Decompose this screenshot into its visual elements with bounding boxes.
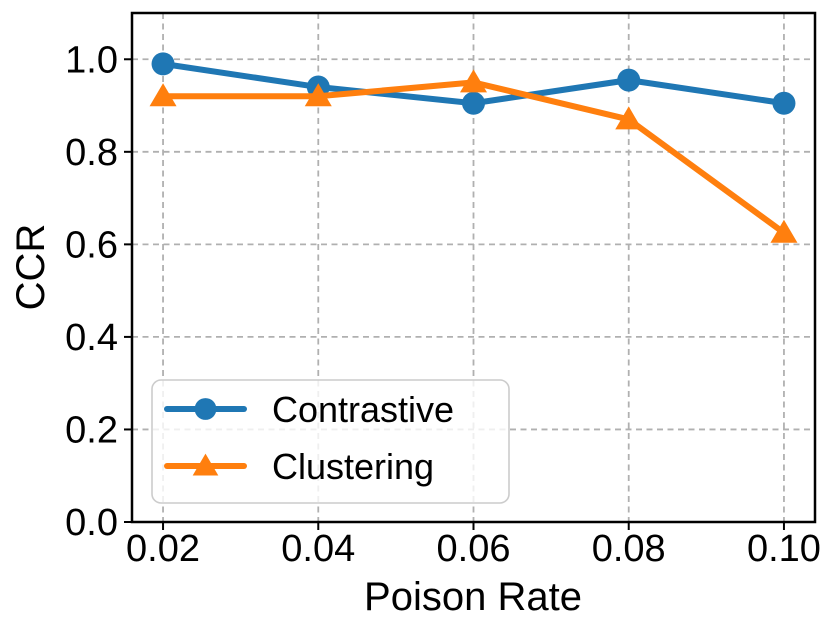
data-point-clustering-4 (770, 219, 798, 243)
y-tick-label: 0.6 (65, 224, 118, 266)
data-point-contrastive-2 (462, 91, 485, 115)
legend-marker-contrastive (194, 398, 217, 420)
data-point-clustering-2 (460, 69, 487, 93)
data-point-contrastive-0 (151, 52, 175, 76)
y-axis-label: CCR (9, 224, 53, 311)
tick-layer: 0.02 0.04 0.06 0.08 0.10 0.0 0.2 0.4 0.6 0.8 1.0 (65, 39, 821, 570)
series-layer (149, 52, 798, 243)
data-point-clustering-0 (149, 83, 177, 107)
x-tick-label: 0.02 (126, 528, 200, 570)
y-tick-label: 0.0 (65, 502, 118, 544)
data-point-contrastive-4 (772, 91, 796, 115)
data-point-clustering-1 (304, 83, 332, 107)
legend-marker-clustering (192, 453, 219, 476)
y-tick-label: 0.2 (65, 409, 118, 451)
y-tick-label: 0.4 (65, 317, 118, 359)
y-tick-label: 1.0 (65, 39, 118, 81)
x-axis-label: Poison Rate (364, 575, 582, 619)
legend: Contrastive Clustering (151, 379, 510, 504)
x-tick-label: 0.06 (437, 528, 511, 570)
x-tick-label: 0.10 (747, 528, 821, 570)
legend-label-contrastive: Contrastive (272, 389, 454, 430)
data-point-contrastive-3 (617, 68, 641, 92)
y-tick-label: 0.8 (65, 132, 118, 174)
x-tick-label: 0.08 (592, 528, 666, 570)
data-point-clustering-3 (615, 106, 643, 130)
legend-label-clustering: Clustering (272, 446, 434, 487)
x-tick-label: 0.04 (281, 528, 355, 570)
